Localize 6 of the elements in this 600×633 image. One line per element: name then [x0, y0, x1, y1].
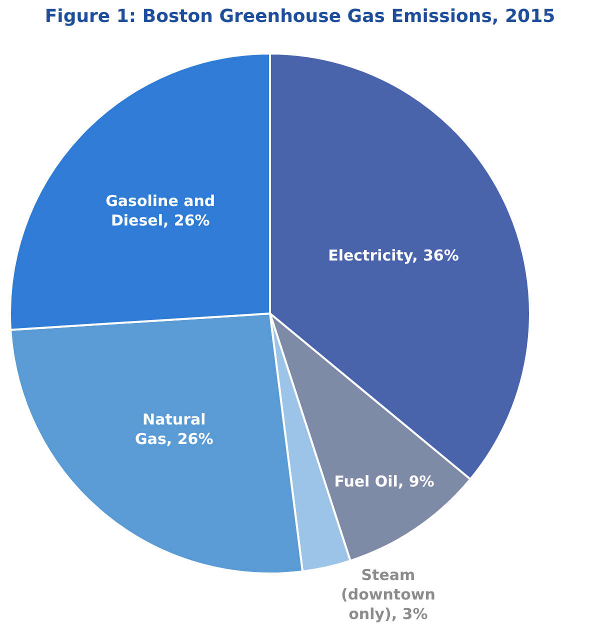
slice-label: Fuel Oil, 9% [334, 472, 434, 491]
slice-label: Electricity, 36% [328, 246, 459, 264]
slice-label: Steam (downtown only), 3% [340, 566, 436, 623]
chart-title: Figure 1: Boston Greenhouse Gas Emissions, 2015 [44, 6, 556, 28]
slice-label: Natural Gas, 26% [135, 410, 214, 448]
slice-label: Gasoline and Diesel, 26% [106, 192, 216, 230]
